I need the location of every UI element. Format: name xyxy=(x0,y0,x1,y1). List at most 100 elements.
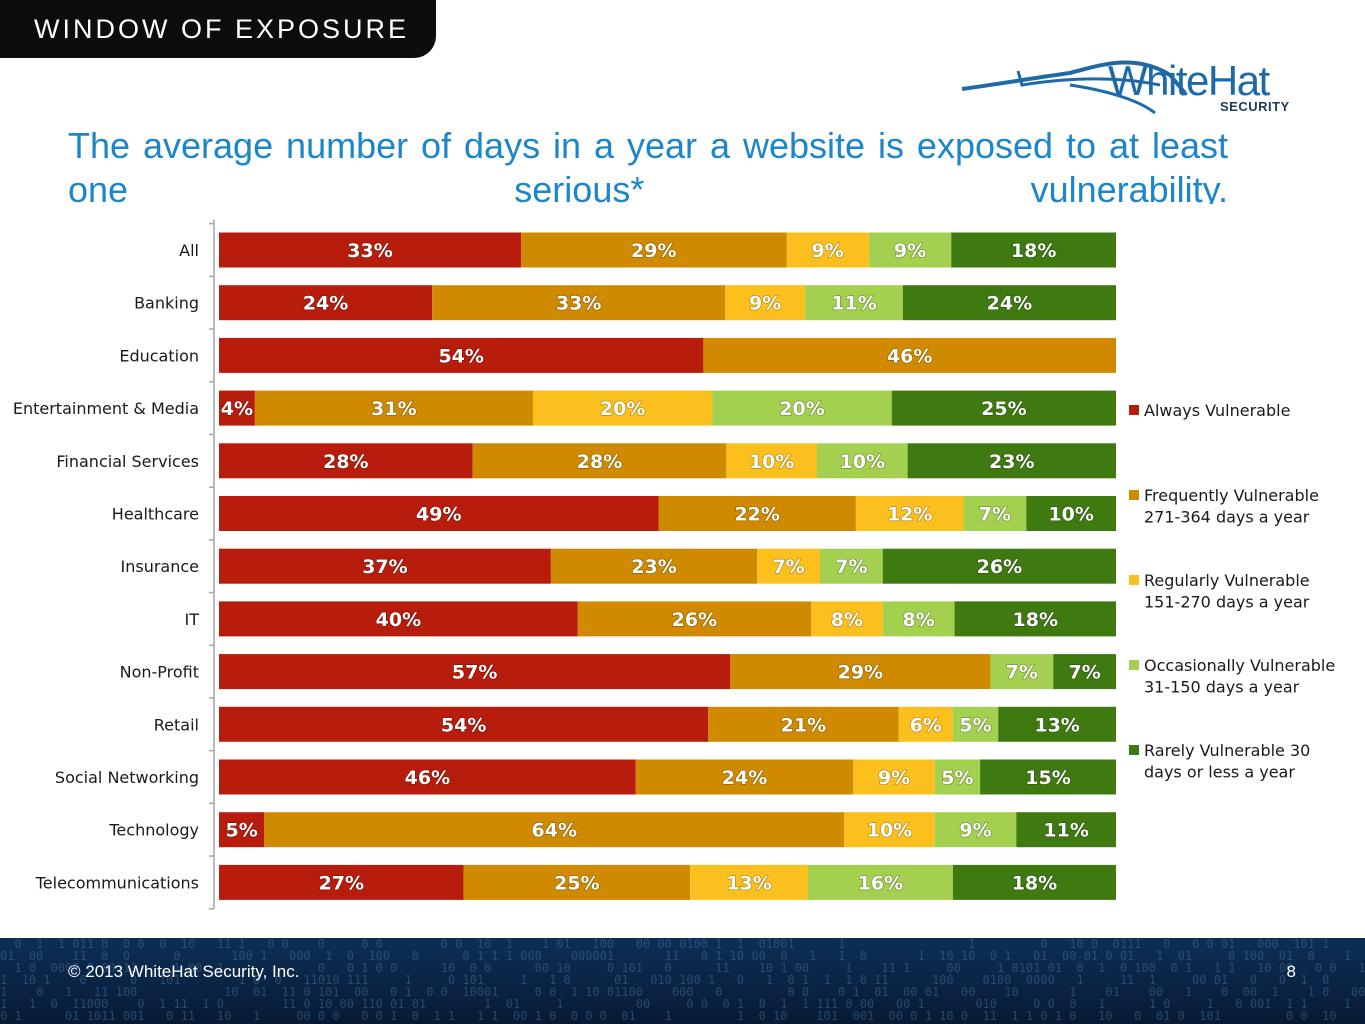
data-label-banking-always: 24% xyxy=(303,293,348,315)
bar-segment-technology-frequently xyxy=(264,812,845,848)
copyright: © 2013 WhiteHat Security, Inc. xyxy=(68,962,300,981)
bar-segment-all-frequently xyxy=(521,232,787,268)
bar-segment-technology-regularly xyxy=(844,812,935,848)
data-label-it-frequently: 26% xyxy=(672,609,717,631)
section-header-tab: WINDOW OF EXPOSURE xyxy=(0,0,436,58)
legend-label-frequently-line-2: 271-364 days a year xyxy=(1144,508,1310,527)
data-label-all-occasionally: 9% xyxy=(894,240,926,262)
data-label-technology-regularly: 10% xyxy=(867,820,912,842)
data-label-retail-always: 54% xyxy=(441,714,486,736)
data-label-banking-occasionally: 11% xyxy=(831,293,876,315)
data-label-social-networking-regularly: 9% xyxy=(878,767,910,789)
data-label-it-rarely: 18% xyxy=(1013,609,1058,631)
category-label-it: IT xyxy=(185,610,200,629)
data-label-entertainment-media-occasionally: 20% xyxy=(779,398,824,420)
data-label-non-profit-occasionally: 7% xyxy=(1006,662,1038,684)
data-label-all-always: 33% xyxy=(347,240,392,262)
bar-segment-non-profit-frequently xyxy=(730,654,991,690)
data-label-technology-rarely: 11% xyxy=(1043,820,1088,842)
data-label-financial-services-regularly: 10% xyxy=(749,451,794,473)
bar-segment-healthcare-rarely xyxy=(1026,496,1116,531)
legend-swatch-occasionally xyxy=(1129,660,1139,670)
data-label-social-networking-frequently: 24% xyxy=(722,767,767,789)
data-label-retail-occasionally: 5% xyxy=(959,714,991,736)
category-label-technology: Technology xyxy=(108,821,199,840)
data-label-telecommunications-frequently: 25% xyxy=(554,872,599,894)
data-label-banking-regularly: 9% xyxy=(749,293,781,315)
bar-segment-education-frequently xyxy=(703,337,1116,373)
legend-swatch-always xyxy=(1129,405,1139,415)
legend-label-always-line-1: Always Vulnerable xyxy=(1144,401,1290,420)
bar-segment-entertainment-media-occasionally xyxy=(712,390,892,426)
legend-label-rarely-line-2: days or less a year xyxy=(1144,763,1295,782)
data-label-non-profit-always: 57% xyxy=(452,662,497,684)
data-label-healthcare-rarely: 10% xyxy=(1048,504,1093,526)
bar-segment-entertainment-media-rarely xyxy=(891,390,1116,426)
bar-segment-telecommunications-always xyxy=(219,864,464,900)
footer: 0 1 1 011 0 0 0 0 10 11 1 0 0 0 0 0 0 0 … xyxy=(0,938,1365,1024)
data-label-healthcare-frequently: 22% xyxy=(734,504,779,526)
chart-bars: 33% 29% 9% 9% 18% 24% 33% 9% 11% 24% 54% 46% 4% 31% 20… xyxy=(219,232,1116,900)
bar-segment-non-profit-rarely xyxy=(1053,654,1116,690)
stacked-bar-chart: 33% 29% 9% 9% 18% 24% 33% 9% 11% 24% 54% 46% 4% 31% 20… xyxy=(13,219,1335,910)
data-label-insurance-rarely: 26% xyxy=(977,556,1022,578)
category-label-insurance: Insurance xyxy=(121,557,200,576)
bar-segment-retail-occasionally xyxy=(952,706,999,742)
section-label: WINDOW OF EXPOSURE xyxy=(34,14,410,44)
data-label-banking-frequently: 33% xyxy=(556,293,601,315)
bar-segment-financial-services-regularly xyxy=(726,443,817,479)
bar-segment-healthcare-always xyxy=(219,496,659,531)
bar-segment-financial-services-always xyxy=(219,443,473,479)
bar-segment-banking-occasionally xyxy=(805,285,903,321)
data-label-all-frequently: 29% xyxy=(631,240,676,262)
bar-segment-banking-rarely xyxy=(902,285,1116,321)
bar-segment-technology-occasionally xyxy=(934,812,1017,848)
bar-segment-all-occasionally xyxy=(868,232,952,268)
bar-segment-banking-always xyxy=(219,285,433,321)
bar-segment-telecommunications-rarely xyxy=(952,864,1116,900)
legend-label-frequently-line-1: Frequently Vulnerable xyxy=(1144,486,1319,505)
data-label-it-regularly: 8% xyxy=(831,609,863,631)
data-label-entertainment-media-frequently: 31% xyxy=(371,398,416,420)
bar-segment-telecommunications-occasionally xyxy=(807,864,953,900)
bar-segment-social-networking-frequently xyxy=(635,759,854,795)
bar-segment-entertainment-media-always xyxy=(219,390,255,426)
data-label-healthcare-regularly: 12% xyxy=(887,504,932,526)
legend-swatch-frequently xyxy=(1129,490,1139,500)
bar-segment-it-always xyxy=(219,601,578,637)
data-label-all-rarely: 18% xyxy=(1011,240,1056,262)
data-label-retail-rarely: 13% xyxy=(1034,714,1079,736)
category-label-all: All xyxy=(179,241,199,260)
legend-label-regularly-line-1: Regularly Vulnerable xyxy=(1144,571,1310,590)
data-label-non-profit-rarely: 7% xyxy=(1068,662,1100,684)
legend-label-regularly-line-2: 151-270 days a year xyxy=(1144,593,1310,612)
bar-segment-retail-rarely xyxy=(998,706,1116,742)
data-label-telecommunications-regularly: 13% xyxy=(726,872,771,894)
data-label-education-frequently: 46% xyxy=(887,345,932,367)
bar-segment-social-networking-always xyxy=(219,759,636,795)
page-number: 8 xyxy=(1286,962,1296,981)
category-label-financial-services: Financial Services xyxy=(56,452,199,471)
category-label-education: Education xyxy=(119,346,199,365)
bar-segment-retail-regularly xyxy=(898,706,953,742)
bar-segment-non-profit-always xyxy=(219,654,731,690)
bar-segment-insurance-always xyxy=(219,548,551,584)
data-label-social-networking-always: 46% xyxy=(405,767,450,789)
category-label-retail: Retail xyxy=(154,715,199,734)
data-label-it-always: 40% xyxy=(376,609,421,631)
data-label-banking-rarely: 24% xyxy=(987,293,1032,315)
data-label-telecommunications-occasionally: 16% xyxy=(858,872,903,894)
data-label-it-occasionally: 8% xyxy=(903,609,935,631)
data-label-insurance-always: 37% xyxy=(362,556,407,578)
logo-brand: WhiteHat xyxy=(1108,57,1271,104)
bar-segment-social-networking-regularly xyxy=(853,759,935,795)
bar-segment-retail-always xyxy=(219,706,709,742)
category-label-social-networking: Social Networking xyxy=(55,768,199,787)
legend-swatch-rarely xyxy=(1129,745,1139,755)
chart-legend: Always Vulnerable Frequently Vulnerable 27… xyxy=(1129,401,1335,782)
bar-segment-all-rarely xyxy=(951,232,1116,268)
data-label-financial-services-always: 28% xyxy=(323,451,368,473)
data-label-technology-frequently: 64% xyxy=(532,820,577,842)
data-label-non-profit-frequently: 29% xyxy=(838,662,883,684)
data-label-entertainment-media-always: 4% xyxy=(221,398,253,420)
